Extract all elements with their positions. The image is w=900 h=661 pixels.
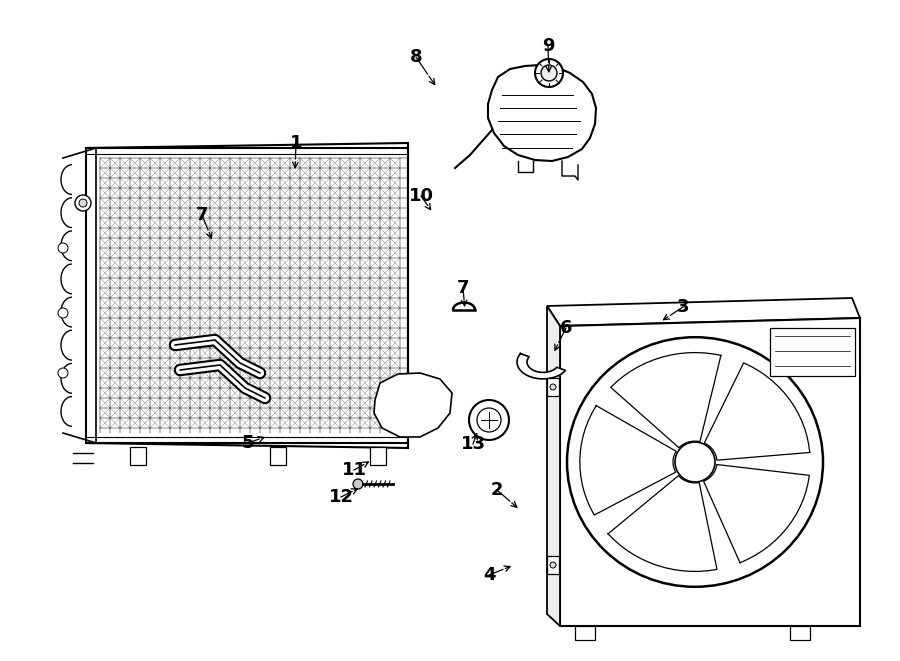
- Circle shape: [541, 65, 557, 81]
- Text: 5: 5: [242, 434, 254, 452]
- Circle shape: [550, 562, 556, 568]
- Text: 1: 1: [290, 134, 302, 152]
- Polygon shape: [547, 298, 860, 326]
- Polygon shape: [374, 373, 452, 437]
- Circle shape: [535, 59, 563, 87]
- Text: 7: 7: [196, 206, 208, 224]
- Text: 12: 12: [328, 488, 354, 506]
- Polygon shape: [705, 363, 810, 460]
- FancyBboxPatch shape: [790, 626, 810, 640]
- Text: 3: 3: [677, 298, 689, 316]
- Circle shape: [58, 243, 68, 253]
- FancyBboxPatch shape: [370, 447, 386, 465]
- FancyBboxPatch shape: [770, 328, 855, 376]
- Polygon shape: [86, 143, 408, 448]
- Text: 10: 10: [409, 187, 434, 205]
- Text: 9: 9: [542, 37, 554, 55]
- Polygon shape: [611, 352, 721, 447]
- Polygon shape: [517, 354, 565, 379]
- FancyBboxPatch shape: [547, 556, 559, 574]
- Circle shape: [58, 308, 68, 318]
- Text: 4: 4: [482, 566, 495, 584]
- Polygon shape: [560, 318, 860, 626]
- Polygon shape: [608, 476, 717, 571]
- Circle shape: [675, 442, 715, 482]
- Circle shape: [58, 368, 68, 378]
- Circle shape: [477, 408, 501, 432]
- FancyBboxPatch shape: [575, 626, 595, 640]
- Text: 2: 2: [491, 481, 503, 499]
- FancyBboxPatch shape: [547, 378, 559, 396]
- Circle shape: [550, 384, 556, 390]
- Circle shape: [353, 479, 363, 489]
- Text: 7: 7: [456, 279, 469, 297]
- Circle shape: [469, 400, 509, 440]
- FancyBboxPatch shape: [130, 447, 146, 465]
- Polygon shape: [580, 406, 676, 515]
- Text: 8: 8: [410, 48, 422, 66]
- FancyBboxPatch shape: [270, 447, 286, 465]
- Polygon shape: [704, 465, 809, 563]
- Text: 13: 13: [461, 435, 485, 453]
- Polygon shape: [488, 65, 596, 161]
- Circle shape: [75, 195, 91, 211]
- Text: 6: 6: [560, 319, 572, 337]
- Polygon shape: [547, 306, 560, 626]
- Text: 11: 11: [341, 461, 366, 479]
- Circle shape: [79, 199, 87, 207]
- Ellipse shape: [567, 337, 823, 587]
